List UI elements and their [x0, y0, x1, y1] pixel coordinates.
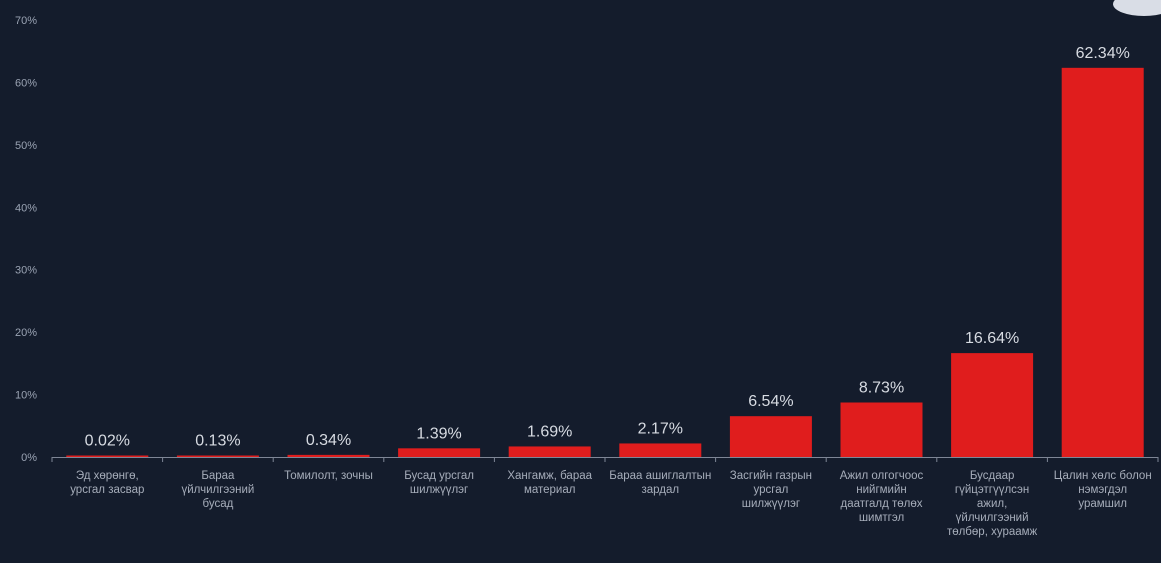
x-category-label: Цалин хөлс болон нэмэгдэл урамшил: [1054, 470, 1152, 510]
x-category-label-line: Томилолт, зочны: [284, 470, 373, 482]
y-tick-label: 10%: [15, 390, 37, 402]
x-category-label: Томилолт, зочны: [284, 470, 373, 482]
bar: [398, 448, 481, 457]
x-category-label-line: урамшил: [1078, 498, 1127, 510]
x-category-label-line: зардал: [641, 484, 679, 496]
x-category-label-line: урсгал: [753, 484, 788, 496]
bar-value-label: 8.73%: [859, 379, 904, 396]
bar: [66, 455, 149, 457]
x-category-label: Бараа үйлчилгээний бусад: [181, 470, 254, 510]
y-tick-label: 40%: [15, 202, 37, 214]
x-category-label: Бусдаар гүйцэтгүүлсэн ажил, үйлчилгээний төл…: [947, 470, 1038, 538]
x-category-label-line: Ажил олгогчоос: [840, 470, 924, 482]
bar: [729, 416, 812, 457]
x-category-label-line: Цалин хөлс болон: [1054, 470, 1152, 482]
x-category-label-line: шимтгэл: [859, 512, 904, 524]
bar-value-label: 1.69%: [527, 423, 572, 440]
bar-value-label: 2.17%: [638, 420, 683, 437]
x-category-label-line: нийгмийн: [856, 484, 907, 496]
x-category-label-line: үйлчилгээний: [956, 512, 1029, 524]
x-axis-ticks: [51, 457, 1159, 462]
bars-group: [66, 67, 1144, 457]
y-tick-label: 60%: [15, 77, 37, 89]
bar-value-label: 6.54%: [748, 393, 793, 410]
y-tick-label: 0%: [21, 452, 37, 464]
x-category-label-line: урсгал засвар: [70, 484, 144, 496]
x-category-label-line: Бараа ашиглалтын: [609, 470, 711, 482]
x-category-label-line: гүйцэтгүүлсэн: [955, 484, 1029, 496]
x-category-label: Ажил олгогчоос нийгмийн даатгалд төлөх шимт…: [840, 470, 924, 524]
bar-value-label: 0.34%: [306, 432, 351, 449]
y-tick-label: 20%: [15, 327, 37, 339]
corner-decoration: [1113, 0, 1161, 16]
y-tick-label: 50%: [15, 140, 37, 152]
x-category-label-line: төлбөр, хураамж: [947, 526, 1038, 538]
x-category-label-line: Бусдаар: [970, 470, 1015, 482]
x-category-label-line: шилжүүлэг: [410, 484, 468, 496]
x-category-label-line: нэмэгдэл: [1078, 484, 1127, 496]
bar-value-label: 0.13%: [195, 433, 240, 450]
x-category-label-line: бусад: [202, 498, 233, 510]
value-labels-group: 0.02% 0.13% 0.34% 1.39% 1.69% 2.17% 6.54% 8.73%…: [85, 45, 1130, 450]
bar: [1061, 67, 1144, 457]
x-category-label-line: үйлчилгээний: [181, 484, 254, 496]
x-category-label-line: Хангамж, бараа: [507, 470, 592, 482]
x-category-label: Хангамж, бараа материал: [507, 470, 592, 496]
x-category-label: Бараа ашиглалтын зардал: [609, 470, 711, 496]
y-tick-label: 70%: [15, 15, 37, 27]
x-category-label: Засгийн газрын урсгал шилжүүлэг: [730, 470, 812, 510]
bar-value-label: 16.64%: [965, 330, 1019, 347]
bar: [508, 446, 591, 457]
bar: [287, 454, 370, 457]
bar-value-label: 1.39%: [416, 425, 461, 442]
x-category-label-line: ажил,: [977, 498, 1007, 510]
x-axis-labels: Эд хөрөнгө, урсгал засвар Бараа үйлчилгээни…: [70, 470, 1151, 538]
y-axis: 0% 10% 20% 30% 40% 50% 60% 70%: [15, 15, 37, 464]
bar: [176, 455, 259, 457]
x-category-label: Бусад урсгал шилжүүлэг: [404, 470, 474, 496]
x-category-label-line: Бараа: [201, 470, 235, 482]
x-category-label: Эд хөрөнгө, урсгал засвар: [70, 470, 144, 496]
bar-value-label: 0.02%: [85, 433, 130, 450]
x-category-label-line: Бусад урсгал: [404, 470, 474, 482]
x-category-label-line: материал: [524, 484, 576, 496]
x-category-label-line: шилжүүлэг: [742, 498, 800, 510]
bar: [951, 353, 1034, 457]
bar-value-label: 62.34%: [1076, 45, 1130, 62]
bar: [619, 443, 702, 457]
x-category-label-line: Засгийн газрын: [730, 470, 812, 482]
x-category-label-line: даатгалд төлөх: [841, 498, 923, 510]
bar: [840, 402, 923, 457]
y-tick-label: 30%: [15, 265, 37, 277]
x-category-label-line: Эд хөрөнгө,: [76, 470, 139, 482]
